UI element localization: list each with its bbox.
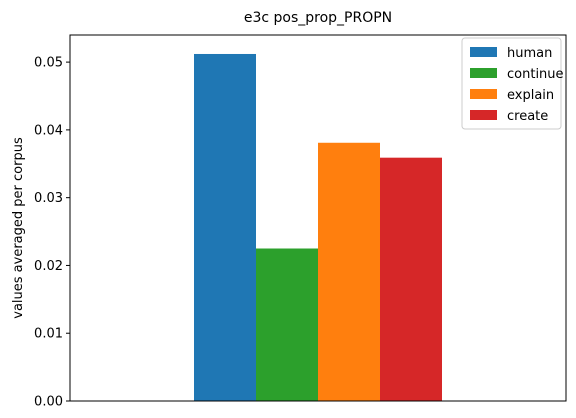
y-tick-label: 0.04 <box>34 123 63 138</box>
y-tick-label: 0.01 <box>34 327 63 342</box>
chart-title: e3c pos_prop_PROPN <box>244 10 392 26</box>
legend-swatch-human <box>470 47 497 57</box>
legend-label-create: create <box>507 109 548 124</box>
bar-human <box>194 53 256 401</box>
y-axis: 0.00 0.01 0.02 0.03 0.04 0.05 <box>34 56 70 410</box>
bar-explain <box>318 142 380 401</box>
legend: human continue explain create <box>461 37 564 130</box>
bars-group <box>194 53 442 401</box>
legend-swatch-explain <box>470 89 497 99</box>
legend-swatch-continue <box>470 68 497 78</box>
legend-label-continue: continue <box>507 67 564 82</box>
legend-swatch-create <box>470 110 497 120</box>
bar-continue <box>256 248 318 401</box>
plot-frame <box>69 34 567 402</box>
y-axis-label: values averaged per corpus <box>11 137 26 319</box>
legend-label-explain: explain <box>507 88 554 103</box>
legend-label-human: human <box>507 46 552 61</box>
y-tick-label: 0.03 <box>34 191 63 206</box>
y-tick-label: 0.05 <box>34 56 63 71</box>
bar-create <box>380 157 442 401</box>
y-tick-label: 0.02 <box>34 259 63 274</box>
y-tick-label: 0.00 <box>34 395 63 410</box>
legend-box <box>461 37 562 130</box>
